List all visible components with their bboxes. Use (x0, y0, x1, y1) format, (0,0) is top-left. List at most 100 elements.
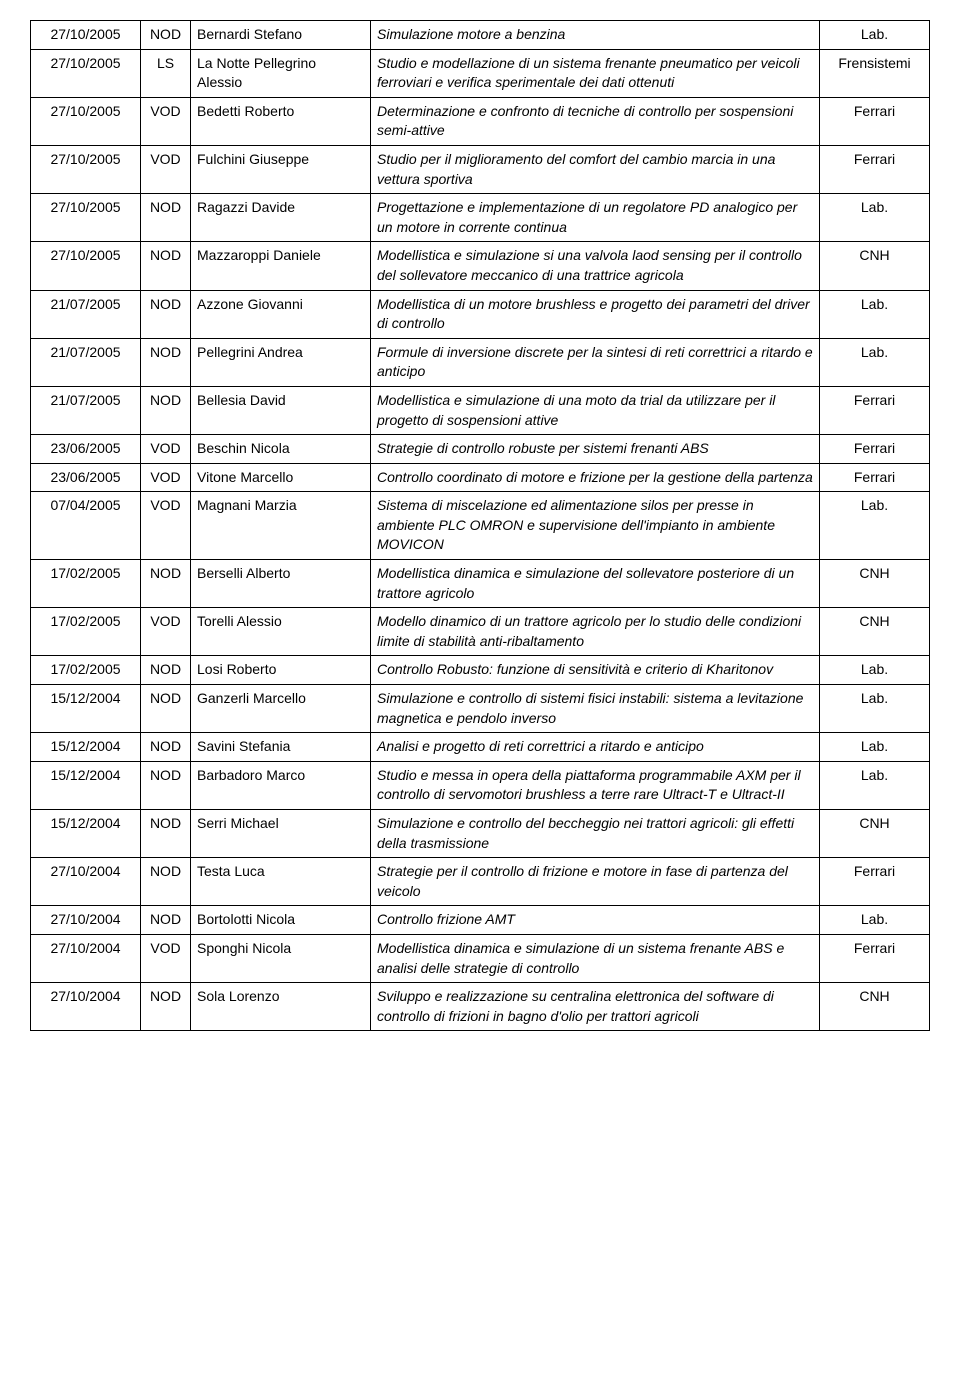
table-row: 17/02/2005VODTorelli AlessioModello dina… (31, 608, 930, 656)
cell-org: Frensistemi (820, 49, 930, 97)
cell-name: Mazzaroppi Daniele (191, 242, 371, 290)
table-row: 17/02/2005NODLosi RobertoControllo Robus… (31, 656, 930, 685)
cell-date: 27/10/2005 (31, 242, 141, 290)
cell-title: Modellistica di un motore brushless e pr… (371, 290, 820, 338)
table-row: 27/10/2005VODBedetti RobertoDeterminazio… (31, 97, 930, 145)
cell-date: 21/07/2005 (31, 338, 141, 386)
cell-title: Progettazione e implementazione di un re… (371, 194, 820, 242)
cell-type: NOD (141, 338, 191, 386)
cell-type: NOD (141, 242, 191, 290)
cell-org: Lab. (820, 194, 930, 242)
cell-name: Berselli Alberto (191, 560, 371, 608)
cell-org: CNH (820, 810, 930, 858)
cell-org: Lab. (820, 492, 930, 560)
cell-type: VOD (141, 145, 191, 193)
cell-title: Controllo Robusto: funzione di sensitivi… (371, 656, 820, 685)
table-row: 15/12/2004NODGanzerli MarcelloSimulazion… (31, 685, 930, 733)
cell-org: Ferrari (820, 145, 930, 193)
table-row: 27/10/2005NODMazzaroppi DanieleModellist… (31, 242, 930, 290)
cell-name: Pellegrini Andrea (191, 338, 371, 386)
cell-type: NOD (141, 858, 191, 906)
cell-title: Simulazione e controllo del beccheggio n… (371, 810, 820, 858)
cell-type: NOD (141, 761, 191, 809)
cell-title: Modellistica e simulazione si una valvol… (371, 242, 820, 290)
cell-type: VOD (141, 492, 191, 560)
cell-date: 17/02/2005 (31, 656, 141, 685)
cell-name: Testa Luca (191, 858, 371, 906)
cell-title: Determinazione e confronto di tecniche d… (371, 97, 820, 145)
cell-name: Serri Michael (191, 810, 371, 858)
cell-org: CNH (820, 242, 930, 290)
cell-name: Sola Lorenzo (191, 983, 371, 1031)
table-row: 27/10/2005VODFulchini GiuseppeStudio per… (31, 145, 930, 193)
cell-title: Modellistica dinamica e simulazione del … (371, 560, 820, 608)
cell-type: NOD (141, 656, 191, 685)
cell-date: 15/12/2004 (31, 761, 141, 809)
cell-title: Studio e modellazione di un sistema fren… (371, 49, 820, 97)
table-row: 15/12/2004NODBarbadoro MarcoStudio e mes… (31, 761, 930, 809)
table-row: 27/10/2005NODBernardi StefanoSimulazione… (31, 21, 930, 50)
cell-name: Torelli Alessio (191, 608, 371, 656)
table-row: 17/02/2005NODBerselli AlbertoModellistic… (31, 560, 930, 608)
cell-name: Ragazzi Davide (191, 194, 371, 242)
table-row: 27/10/2004NODBortolotti NicolaControllo … (31, 906, 930, 935)
cell-type: NOD (141, 560, 191, 608)
cell-type: NOD (141, 290, 191, 338)
cell-name: Sponghi Nicola (191, 934, 371, 982)
cell-type: NOD (141, 194, 191, 242)
table-row: 15/12/2004NODSerri MichaelSimulazione e … (31, 810, 930, 858)
cell-type: VOD (141, 435, 191, 464)
cell-org: Lab. (820, 338, 930, 386)
cell-date: 15/12/2004 (31, 685, 141, 733)
table-row: 27/10/2005NODRagazzi DavideProgettazione… (31, 194, 930, 242)
cell-date: 17/02/2005 (31, 608, 141, 656)
cell-title: Studio e messa in opera della piattaform… (371, 761, 820, 809)
cell-name: Fulchini Giuseppe (191, 145, 371, 193)
cell-name: Magnani Marzia (191, 492, 371, 560)
cell-date: 27/10/2005 (31, 49, 141, 97)
cell-date: 15/12/2004 (31, 733, 141, 762)
cell-type: VOD (141, 97, 191, 145)
table-row: 23/06/2005VODBeschin NicolaStrategie di … (31, 435, 930, 464)
cell-title: Controllo coordinato di motore e frizion… (371, 463, 820, 492)
cell-type: NOD (141, 906, 191, 935)
cell-name: Vitone Marcello (191, 463, 371, 492)
cell-date: 17/02/2005 (31, 560, 141, 608)
cell-title: Simulazione e controllo di sistemi fisic… (371, 685, 820, 733)
cell-org: CNH (820, 560, 930, 608)
cell-type: VOD (141, 608, 191, 656)
cell-org: Ferrari (820, 97, 930, 145)
cell-date: 27/10/2004 (31, 934, 141, 982)
thesis-table: 27/10/2005NODBernardi StefanoSimulazione… (30, 20, 930, 1031)
cell-title: Modellistica e simulazione di una moto d… (371, 386, 820, 434)
cell-date: 27/10/2005 (31, 21, 141, 50)
cell-date: 21/07/2005 (31, 386, 141, 434)
cell-name: Ganzerli Marcello (191, 685, 371, 733)
cell-org: Ferrari (820, 463, 930, 492)
cell-title: Sistema di miscelazione ed alimentazione… (371, 492, 820, 560)
cell-type: NOD (141, 733, 191, 762)
cell-org: CNH (820, 983, 930, 1031)
table-row: 27/10/2004NODSola LorenzoSviluppo e real… (31, 983, 930, 1031)
cell-org: Lab. (820, 656, 930, 685)
cell-org: Lab. (820, 290, 930, 338)
table-row: 21/07/2005NODAzzone GiovanniModellistica… (31, 290, 930, 338)
cell-org: Lab. (820, 21, 930, 50)
cell-org: Ferrari (820, 858, 930, 906)
cell-org: Ferrari (820, 435, 930, 464)
table-row: 07/04/2005VODMagnani MarziaSistema di mi… (31, 492, 930, 560)
cell-name: Savini Stefania (191, 733, 371, 762)
cell-type: NOD (141, 810, 191, 858)
cell-date: 27/10/2005 (31, 194, 141, 242)
cell-date: 27/10/2005 (31, 145, 141, 193)
cell-title: Analisi e progetto di reti correttrici a… (371, 733, 820, 762)
cell-org: Ferrari (820, 386, 930, 434)
cell-org: Lab. (820, 906, 930, 935)
cell-name: Barbadoro Marco (191, 761, 371, 809)
cell-org: Lab. (820, 733, 930, 762)
table-row: 27/10/2004NODTesta LucaStrategie per il … (31, 858, 930, 906)
cell-name: Beschin Nicola (191, 435, 371, 464)
cell-date: 27/10/2004 (31, 983, 141, 1031)
cell-date: 23/06/2005 (31, 463, 141, 492)
cell-org: Ferrari (820, 934, 930, 982)
